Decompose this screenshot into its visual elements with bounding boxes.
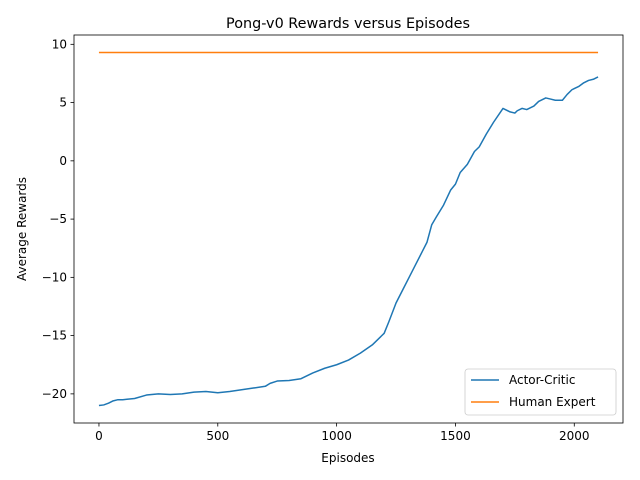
y-tick-label: −5 (49, 212, 67, 226)
x-tick-label: 1500 (440, 429, 471, 443)
x-tick-label: 0 (95, 429, 103, 443)
y-tick-label: −10 (42, 270, 67, 284)
series-line-1 (98, 76, 599, 407)
y-tick-label: 5 (59, 96, 67, 110)
y-tick-label: 0 (59, 154, 67, 168)
y-axis-label: Average Rewards (15, 177, 29, 281)
x-axis-label: Episodes (321, 451, 374, 465)
x-tick-label: 2000 (559, 429, 590, 443)
plot-area (98, 51, 599, 407)
legend-box (464, 368, 617, 416)
legend: Actor-Critic Human Expert (464, 368, 617, 416)
legend-label-1: Actor-Critic (509, 373, 575, 387)
chart-title: Pong-v0 Rewards versus Episodes (226, 16, 470, 32)
y-axis: −20 −15 −10 −5 0 5 10 (42, 37, 74, 401)
legend-label-2: Human Expert (509, 395, 596, 409)
y-tick-label: −20 (42, 387, 67, 401)
axes-frame (73, 34, 624, 424)
x-tick-label: 1000 (321, 429, 352, 443)
y-tick-label: 10 (52, 37, 67, 51)
y-tick-label: −15 (42, 329, 67, 343)
x-tick-label: 500 (206, 429, 229, 443)
x-axis: 0 500 1000 1500 2000 (95, 423, 590, 443)
